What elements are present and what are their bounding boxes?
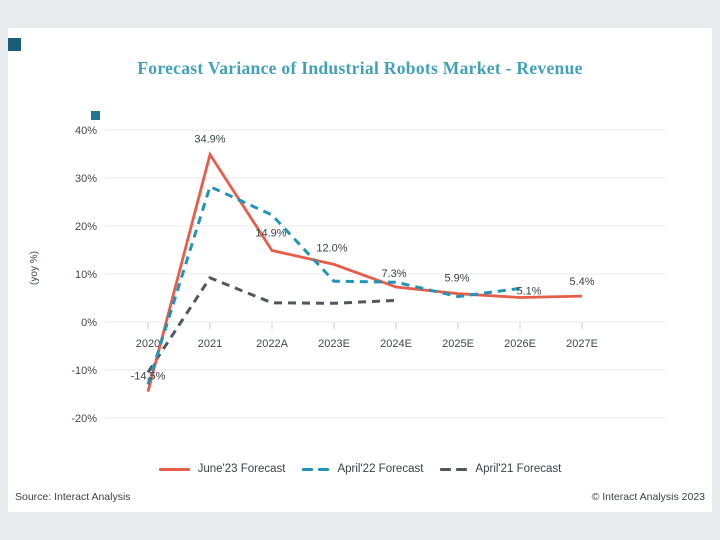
x-axis-ticks [147,322,583,329]
line-chart: 40% 30% 20% 10% 0% -10% -20% 2020 2021 2022A 2023E… [29,125,666,425]
svg-text:5.4%: 5.4% [569,276,594,288]
svg-text:5.9%: 5.9% [444,273,469,285]
svg-text:14.9%: 14.9% [255,227,286,239]
june23-line-swatch-icon [158,467,190,471]
svg-text:5.1%: 5.1% [516,286,541,298]
series-line-2 [146,275,397,374]
svg-text:2023E: 2023E [318,338,350,350]
svg-text:2020: 2020 [136,338,160,350]
svg-text:2021: 2021 [198,338,222,350]
svg-text:-14.5%: -14.5% [131,371,166,383]
svg-text:-10%: -10% [71,365,97,377]
data-point-labels: -14.5% 34.9% 14.9% 12.0% 7.3% 5.9% 5.1% 5.4% [131,133,595,382]
x-axis-tick-labels: 2020 2021 2022A 2023E 2024E 2025E 2026E 2027E [136,338,598,350]
decor-square-plot-corner [91,111,100,120]
chart-card: Forecast Variance of Industrial Robots M… [8,28,712,512]
legend-label: April'22 Forecast [337,463,424,475]
chart-legend: June'23 Forecast April'22 Forecast April… [8,463,712,475]
legend-label: June'23 Forecast [197,463,286,475]
legend-item-april22: April'22 Forecast [302,463,423,475]
svg-text:2024E: 2024E [380,338,412,350]
svg-text:7.3%: 7.3% [381,268,406,280]
svg-text:40%: 40% [75,125,97,137]
legend-label: April'21 Forecast [475,463,562,475]
april22-dashed-swatch-icon [302,467,330,471]
svg-text:34.9%: 34.9% [194,133,225,145]
svg-text:20%: 20% [75,221,97,233]
y-axis-tick-labels: 40% 30% 20% 10% 0% -10% -20% [71,125,97,425]
y-axis-title: (yoy %) [29,251,40,285]
svg-text:0%: 0% [81,317,97,329]
svg-text:10%: 10% [75,269,97,281]
series-line-0 [146,151,583,392]
legend-item-june23: June'23 Forecast [158,463,286,475]
april21-dashed-swatch-icon [440,467,468,471]
copyright-note: © Interact Analysis 2023 [591,491,705,503]
svg-text:2027E: 2027E [566,338,598,350]
source-note: Source: Interact Analysis [15,491,131,503]
gridlines [105,129,666,419]
svg-text:2026E: 2026E [504,338,536,350]
series-line-1 [146,184,521,385]
svg-text:2025E: 2025E [442,338,474,350]
svg-text:2022A: 2022A [256,338,288,350]
decor-square-top-left [8,38,21,51]
svg-text:30%: 30% [75,173,97,185]
chart-title: Forecast Variance of Industrial Robots M… [137,58,583,78]
svg-text:-20%: -20% [71,413,97,425]
legend-item-april21: April'21 Forecast [440,463,561,475]
svg-text:12.0%: 12.0% [316,242,347,254]
